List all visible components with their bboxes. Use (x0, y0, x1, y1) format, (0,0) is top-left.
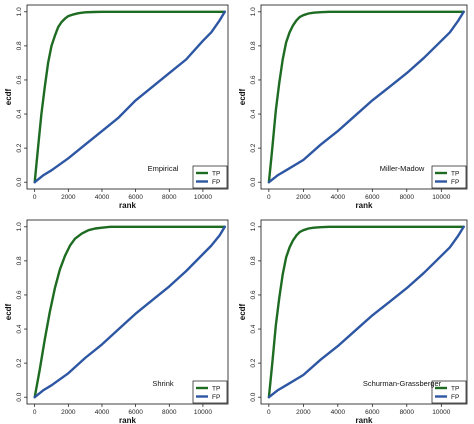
plot-frame (26, 219, 229, 405)
series-line-tp (33, 225, 227, 399)
y-tick-label: 1.0 (16, 222, 23, 231)
x-tick-label: 4000 (95, 409, 110, 416)
legend-label-tp: TP (212, 170, 220, 177)
panel-label: Shrink (152, 379, 174, 388)
y-tick-label: 0.2 (16, 358, 23, 367)
plot-frame (26, 4, 229, 190)
legend: TP FP (192, 165, 228, 189)
x-tick-label: 0 (33, 409, 37, 416)
panel-label: Empirical (148, 164, 179, 173)
x-tick-label: 8000 (162, 194, 177, 201)
x-tick-label: 6000 (128, 194, 143, 201)
legend: TP FP (192, 380, 228, 404)
x-axis-title: rank (356, 416, 373, 424)
plot-frame (260, 4, 468, 190)
panel-2: 0 2000 4000 6000 8000 10000 0.0 0.2 0.4 0.6 0.8 1.0… (238, 4, 468, 210)
x-tick-label: 4000 (331, 409, 346, 416)
series-line-tp (267, 10, 465, 184)
y-tick-label: 0.8 (16, 256, 23, 265)
y-tick-label: 0.6 (250, 75, 257, 84)
series-line-fp (267, 225, 465, 399)
x-tick-label: 8000 (400, 409, 415, 416)
series-line-fp (33, 10, 227, 184)
x-tick-label: 2000 (61, 194, 76, 201)
y-tick-label: 0.8 (250, 256, 257, 265)
x-tick-label: 0 (267, 194, 271, 201)
legend-label-fp: FP (212, 394, 220, 401)
x-tick-label: 10000 (194, 194, 212, 201)
y-tick-label: 1.0 (16, 7, 23, 16)
x-tick-label: 10000 (432, 409, 450, 416)
panel-3: 0 2000 4000 6000 8000 10000 0.0 0.2 0.4 0.6 0.8 1.0… (4, 219, 229, 424)
y-axis-title: ecdf (4, 303, 13, 320)
x-tick-label: 6000 (365, 194, 380, 201)
series-line-fp (267, 10, 465, 184)
x-tick-label: 4000 (95, 194, 110, 201)
legend-box (192, 165, 228, 189)
y-axis-title: ecdf (238, 88, 247, 105)
y-axis-title: ecdf (238, 303, 247, 320)
x-tick-label: 2000 (296, 194, 311, 201)
legend-label-tp: TP (212, 385, 220, 392)
y-tick-label: 0.2 (250, 358, 257, 367)
x-tick-label: 10000 (432, 194, 450, 201)
panel-label: Schurman-Grassberger (363, 379, 442, 388)
y-tick-label: 0.8 (250, 41, 257, 50)
legend-box (192, 380, 228, 404)
panel-1: 0 2000 4000 6000 8000 10000 0.0 0.2 0.4 0.6 0.8 1.0… (4, 4, 229, 210)
x-tick-label: 2000 (61, 409, 76, 416)
legend: TP FP (431, 380, 467, 404)
x-axis-title: rank (119, 201, 136, 210)
x-tick-label: 0 (33, 194, 37, 201)
x-tick-label: 6000 (365, 409, 380, 416)
x-tick-label: 8000 (162, 409, 177, 416)
legend: TP FP (431, 165, 467, 189)
panel-label: Miller-Madow (380, 164, 425, 173)
x-axis-title: rank (119, 416, 136, 424)
legend-label-fp: FP (451, 394, 459, 401)
y-tick-label: 1.0 (250, 222, 257, 231)
y-tick-label: 0.0 (250, 177, 257, 186)
panel-4: 0 2000 4000 6000 8000 10000 0.0 0.2 0.4 0.6 0.8 1.0… (238, 219, 468, 424)
y-tick-label: 0.2 (250, 143, 257, 152)
y-tick-label: 0.6 (16, 290, 23, 299)
x-tick-label: 6000 (128, 409, 143, 416)
x-tick-label: 8000 (400, 194, 415, 201)
x-tick-label: 0 (267, 409, 271, 416)
legend-box (431, 165, 467, 189)
x-tick-label: 10000 (194, 409, 212, 416)
series-line-tp (33, 10, 227, 184)
y-tick-label: 0.0 (16, 392, 23, 401)
y-tick-label: 0.0 (16, 177, 23, 186)
x-tick-label: 4000 (331, 194, 346, 201)
y-axis-title: ecdf (4, 88, 13, 105)
y-tick-label: 0.8 (16, 41, 23, 50)
y-tick-label: 0.2 (16, 143, 23, 152)
legend-label-tp: TP (451, 170, 459, 177)
x-tick-label: 2000 (296, 409, 311, 416)
y-tick-label: 0.4 (16, 324, 23, 333)
legend-label-tp: TP (451, 385, 459, 392)
y-tick-label: 0.4 (16, 109, 23, 118)
y-tick-label: 0.6 (250, 290, 257, 299)
y-tick-label: 1.0 (250, 7, 257, 16)
plot-frame (260, 219, 468, 405)
y-tick-label: 0.4 (250, 109, 257, 118)
y-tick-label: 0.0 (250, 392, 257, 401)
legend-label-fp: FP (212, 179, 220, 186)
y-tick-label: 0.4 (250, 324, 257, 333)
series-line-tp (267, 225, 465, 399)
x-axis-title: rank (356, 201, 373, 210)
series-line-fp (33, 225, 227, 399)
legend-label-fp: FP (451, 179, 459, 186)
y-tick-label: 0.6 (16, 75, 23, 84)
